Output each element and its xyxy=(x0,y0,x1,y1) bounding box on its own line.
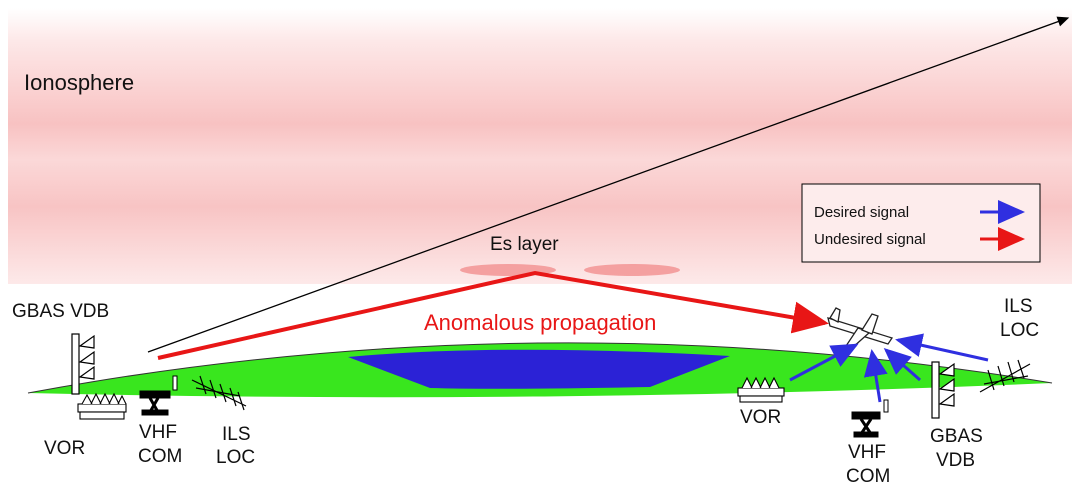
legend: Desired signal Undesired signal xyxy=(801,183,1041,263)
right-vhf-com-icon xyxy=(851,399,889,438)
right-ils-loc-icon xyxy=(979,359,1031,393)
left-vor-icon xyxy=(77,392,127,420)
right-vhf-label-1: VHF xyxy=(848,442,886,463)
left-ils-label-1: ILS xyxy=(222,424,251,445)
left-vor-label: VOR xyxy=(44,438,85,459)
left-gbas-label: GBAS VDB xyxy=(12,301,109,322)
escape-ray xyxy=(147,16,1070,353)
left-vhf-label-2: COM xyxy=(138,446,182,467)
right-vor-icon xyxy=(737,376,785,403)
right-gbas-label-1: GBAS xyxy=(930,426,983,447)
desired-arrow-gbas xyxy=(883,348,921,382)
es-layer-label: Es layer xyxy=(490,234,559,255)
left-vhf-com-icon xyxy=(139,375,178,416)
right-ils-label-2: LOC xyxy=(1000,320,1039,341)
desired-arrow-vhf xyxy=(863,349,888,403)
left-vhf-label-1: VHF xyxy=(139,422,177,443)
anomalous-label: Anomalous propagation xyxy=(424,310,656,335)
desired-arrow-vor xyxy=(789,343,859,382)
legend-box xyxy=(801,183,1041,263)
left-ils-label-2: LOC xyxy=(216,447,255,468)
es-patch-right xyxy=(584,264,680,276)
right-ils-label-1: ILS xyxy=(1004,296,1033,317)
right-vor-label: VOR xyxy=(740,407,781,428)
right-gbas-vdb-icon xyxy=(931,361,955,419)
ionosphere-label: Ionosphere xyxy=(24,70,134,95)
aircraft-icon xyxy=(827,307,894,349)
legend-undesired-label: Undesired signal xyxy=(814,231,926,248)
left-gbas-vdb-icon xyxy=(71,333,95,395)
legend-desired-label: Desired signal xyxy=(814,204,909,221)
left-ils-loc-icon xyxy=(191,375,247,411)
right-vhf-label-2: COM xyxy=(846,466,890,486)
desired-arrow-ils xyxy=(895,333,989,362)
coverage-blue xyxy=(348,349,730,389)
undesired-path xyxy=(157,270,829,360)
right-gbas-label-2: VDB xyxy=(936,450,975,471)
